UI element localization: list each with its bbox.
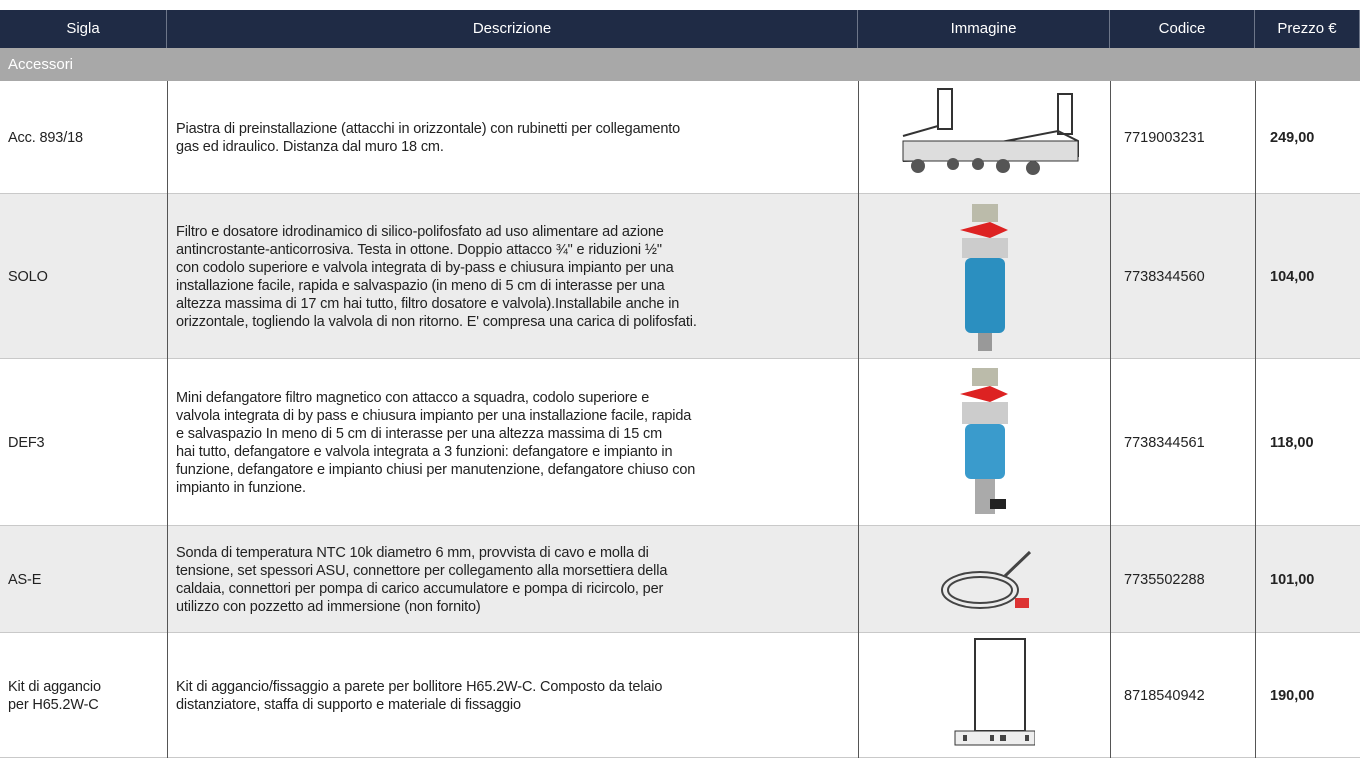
column-divider <box>858 81 859 758</box>
sigla: SOLO <box>8 268 48 285</box>
column-divider <box>1255 81 1256 758</box>
description: Piastra di preinstallazione (attacchi in… <box>176 120 681 155</box>
price: 118,00 <box>1270 434 1314 451</box>
row-background <box>0 81 1360 194</box>
section-row: Accessori <box>0 48 1360 81</box>
description: Filtro e dosatore idrodinamico di silico… <box>176 223 697 330</box>
description: Mini defangatore filtro magnetico con at… <box>176 389 696 496</box>
price: 190,00 <box>1270 687 1315 704</box>
price: 104,00 <box>1270 268 1315 285</box>
header-cell: Immagine <box>858 10 1110 48</box>
price: 101,00 <box>1270 571 1315 588</box>
header-cell: Descrizione <box>167 10 858 48</box>
image-plate <box>902 88 1079 175</box>
sigla: Kit di aggancio per H65.2W-C <box>8 678 101 713</box>
image-sensor <box>941 550 1032 609</box>
row-background <box>0 194 1360 359</box>
column-divider <box>1110 81 1111 758</box>
price: 249,00 <box>1270 129 1315 146</box>
code: 8718540942 <box>1124 687 1205 704</box>
column-divider <box>167 81 168 758</box>
code: 7735502288 <box>1124 571 1205 588</box>
description: Kit di aggancio/fissaggio a parete per b… <box>176 678 663 713</box>
header-cell: Sigla <box>0 10 167 48</box>
image-defangatore <box>960 368 1008 514</box>
row-background <box>0 359 1360 526</box>
code: 7738344560 <box>1124 268 1205 285</box>
header-cell: Prezzo € <box>1255 10 1360 48</box>
description: Sonda di temperatura NTC 10k diametro 6 … <box>176 544 668 615</box>
code: 7719003231 <box>1124 129 1205 146</box>
sigla: AS-E <box>8 571 42 588</box>
header-cell: Codice <box>1110 10 1255 48</box>
sigla: DEF3 <box>8 434 45 451</box>
image-kit <box>954 638 1035 746</box>
code: 7738344561 <box>1124 434 1205 451</box>
row-background <box>0 633 1360 758</box>
row-background <box>0 526 1360 633</box>
image-filter <box>960 204 1008 351</box>
sigla: Acc. 893/18 <box>8 129 83 146</box>
